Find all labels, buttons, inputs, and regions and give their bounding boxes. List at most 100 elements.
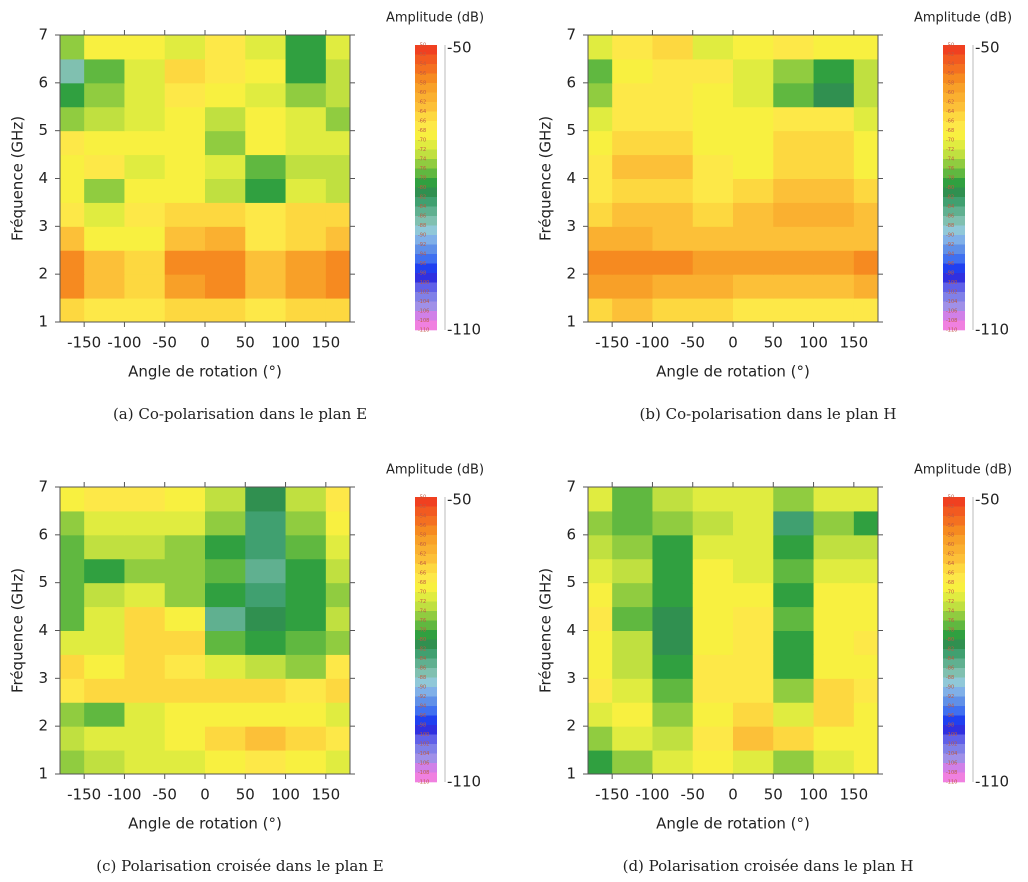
heat-cell: [733, 678, 774, 703]
colorbar-level: -50: [418, 495, 426, 501]
heat-cell: [773, 487, 815, 512]
heat-cell: [205, 250, 246, 275]
colorbar-band: [415, 668, 437, 678]
heat-cell: [325, 487, 350, 512]
y-tick-label: 6: [38, 525, 48, 543]
heat-cell: [813, 106, 855, 132]
colorbar-band: [415, 630, 437, 640]
heat-cell: [205, 487, 246, 512]
y-tick-label: 6: [566, 73, 576, 91]
colorbar-band: [943, 535, 965, 545]
colorbar-max: -50: [975, 39, 1000, 57]
heat-cell: [84, 178, 125, 203]
heat-cell: [853, 58, 878, 84]
colorbar-level: -74: [418, 609, 426, 615]
heat-cell: [164, 558, 206, 584]
heat-cell: [205, 702, 246, 727]
cells: [60, 35, 350, 322]
heat-cell: [733, 35, 774, 60]
heat-cell: [733, 534, 774, 560]
heat-cell: [325, 582, 350, 608]
heat-cell: [205, 154, 246, 179]
heat-cell: [588, 250, 613, 275]
colorbar-band: [415, 535, 437, 545]
colorbar-level: -88: [946, 223, 954, 229]
x-tick-label: -150: [595, 786, 629, 804]
colorbar-level: -74: [946, 157, 954, 163]
colorbar-band: [415, 611, 437, 621]
colorbar-band: [943, 102, 965, 112]
x-tick-label: 0: [200, 786, 210, 804]
colorbar-band: [943, 706, 965, 716]
heat-cell: [84, 82, 125, 108]
colorbar-band: [415, 601, 437, 612]
heat-cell: [692, 130, 734, 156]
heat-cell: [245, 274, 287, 299]
heat-cell: [285, 226, 327, 251]
heat-cell: [652, 58, 694, 84]
heat-cell: [164, 630, 206, 655]
y-tick-label: 5: [566, 121, 576, 139]
colorbar-level: -56: [418, 523, 426, 529]
colorbar-title: Amplitude (dB): [386, 463, 484, 478]
heat-cell: [588, 35, 613, 60]
heat-cell: [612, 558, 653, 584]
x-tick-label: 50: [236, 786, 255, 804]
x-tick-label: 150: [312, 334, 341, 352]
colorbar-band: [415, 639, 437, 650]
heat-cell: [164, 702, 206, 727]
y-tick-label: 4: [566, 621, 576, 639]
heat-cell: [813, 582, 855, 608]
heat-cell: [164, 250, 206, 275]
heat-cell: [124, 558, 166, 584]
panel: -150 -100 -50 0 50 100 150 1 2 3 4 5 6 7 Angle de rota…: [9, 11, 485, 424]
colorbar-band: [415, 725, 437, 735]
colorbar-band: [943, 159, 965, 169]
colorbar-level: -106: [418, 761, 429, 767]
colorbar-level: -104: [418, 751, 429, 757]
colorbar-level: -66: [418, 119, 426, 125]
heat-cell: [612, 226, 653, 251]
colorbar-band: [415, 178, 437, 188]
x-tick-label: 100: [271, 334, 300, 352]
heat-cell: [60, 534, 85, 560]
heat-cell: [205, 726, 246, 751]
heat-cell: [325, 274, 350, 299]
colorbar-level: -102: [946, 290, 957, 296]
colorbar-level: -100: [946, 280, 957, 286]
heat-cell: [164, 58, 206, 84]
heat-cell: [773, 606, 815, 631]
heat-cell: [325, 510, 350, 536]
colorbar-level: -74: [418, 157, 426, 163]
heat-cell: [733, 750, 774, 774]
heat-cell: [245, 606, 287, 631]
heat-cell: [692, 487, 734, 512]
y-tick-label: 3: [38, 217, 48, 235]
colorbar-level: -102: [418, 742, 429, 748]
colorbar-band: [943, 254, 965, 264]
heat-cell: [692, 250, 734, 275]
heat-cell: [325, 226, 350, 251]
x-tick-label: 0: [728, 786, 738, 804]
colorbar-level: -106: [946, 309, 957, 315]
colorbar-band: [415, 64, 437, 74]
heat-cell: [733, 558, 774, 584]
colorbar-level: -70: [946, 590, 954, 596]
colorbar-band: [943, 206, 965, 217]
y-tick-label: 4: [566, 169, 576, 187]
colorbar-level: -98: [418, 271, 426, 277]
x-tick-label: 100: [799, 786, 828, 804]
heat-cell: [733, 202, 774, 227]
heat-cell: [652, 558, 694, 584]
heat-cell: [612, 678, 653, 703]
y-tick-label: 1: [566, 765, 576, 783]
heat-cell: [84, 298, 125, 322]
heat-cell: [612, 510, 653, 536]
heat-cell: [652, 678, 694, 703]
heat-cell: [245, 130, 287, 156]
heat-cell: [285, 130, 327, 156]
colorbar-band: [415, 292, 437, 302]
heat-cell: [773, 750, 815, 774]
heat-cell: [692, 654, 734, 679]
y-axis-label: Fréquence (GHz): [9, 568, 27, 693]
